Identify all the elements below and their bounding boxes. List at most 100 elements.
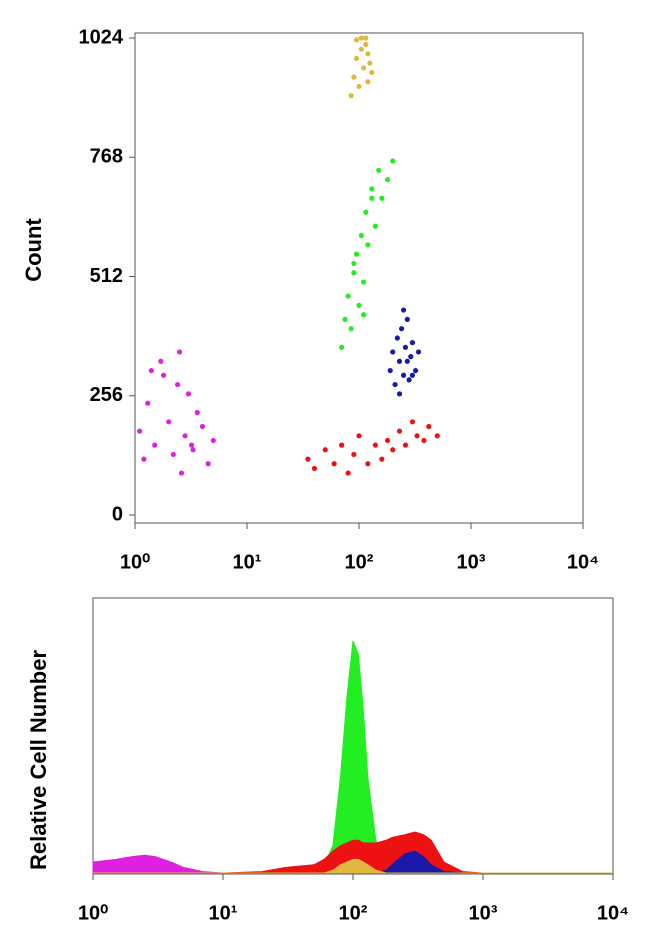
dot — [188, 442, 195, 448]
x-tick-label: 10⁴ — [597, 902, 629, 924]
dot — [409, 419, 416, 425]
dot — [361, 279, 367, 285]
dot — [174, 381, 181, 388]
dot — [311, 465, 318, 472]
dot — [342, 316, 348, 322]
dot — [348, 93, 354, 99]
dot — [396, 391, 403, 397]
dot — [345, 470, 351, 476]
y-tick-label: 512 — [90, 265, 123, 287]
dot — [356, 302, 362, 308]
dot — [365, 461, 371, 467]
dot — [369, 195, 375, 201]
dot — [358, 232, 364, 239]
dot — [412, 367, 419, 374]
dot — [158, 358, 164, 364]
dot — [387, 367, 393, 374]
dot — [363, 35, 369, 41]
dot — [372, 223, 378, 229]
x-tick-label: 10² — [339, 902, 368, 924]
dot — [392, 381, 398, 388]
dot — [379, 456, 385, 462]
dot — [199, 423, 206, 430]
dot — [400, 372, 407, 378]
x-tick-label: 10³ — [469, 902, 498, 924]
dot — [351, 74, 357, 80]
dot — [176, 349, 183, 355]
dot — [365, 51, 371, 57]
dot — [353, 37, 360, 43]
dot — [351, 270, 357, 276]
dot — [166, 419, 172, 425]
dot — [358, 35, 364, 41]
dot — [339, 442, 345, 448]
dot — [400, 307, 407, 313]
dot — [409, 372, 416, 378]
dot — [365, 242, 371, 248]
dot — [361, 65, 367, 71]
dot — [137, 428, 143, 434]
dot — [348, 326, 354, 332]
dot — [305, 456, 311, 462]
dot — [390, 158, 396, 164]
x-tick-label: 10⁰ — [78, 902, 108, 924]
dot — [376, 167, 382, 173]
dot — [379, 195, 385, 201]
area — [93, 858, 613, 874]
dot — [390, 447, 396, 453]
dot — [365, 79, 371, 85]
dot — [369, 186, 375, 192]
dot — [339, 344, 345, 350]
dot — [363, 41, 369, 48]
plot-frame — [134, 32, 584, 524]
dot — [194, 409, 200, 416]
dot — [353, 251, 360, 257]
y-tick-label: 1024 — [79, 26, 124, 48]
dot — [372, 442, 378, 448]
dot — [178, 470, 185, 476]
dot — [404, 316, 410, 322]
dot — [408, 354, 414, 360]
x-tick-label: 10³ — [457, 551, 486, 573]
dot — [205, 461, 211, 467]
dot — [384, 437, 391, 444]
dot — [384, 177, 391, 183]
x-tick-label: 10⁴ — [567, 551, 599, 573]
dot — [356, 83, 362, 90]
dot — [406, 377, 412, 383]
y-tick-label: 0 — [112, 503, 123, 525]
dot — [363, 209, 369, 215]
y-tick-label: 256 — [90, 384, 123, 406]
dot — [369, 69, 375, 76]
y-axis-label: Relative Cell Number — [26, 650, 51, 871]
dot — [331, 461, 337, 467]
y-tick-label: 768 — [90, 146, 123, 168]
x-tick-label: 10² — [345, 551, 374, 573]
dot — [404, 358, 410, 364]
dot — [390, 349, 396, 355]
x-tick-label: 10¹ — [233, 551, 262, 573]
dot — [361, 312, 367, 318]
dot — [351, 260, 357, 267]
dot — [345, 293, 351, 299]
dot — [148, 367, 154, 374]
dot — [394, 335, 400, 341]
dot — [415, 349, 422, 355]
area — [93, 640, 613, 874]
dot — [185, 391, 192, 397]
dot — [367, 60, 373, 66]
dot — [145, 400, 151, 406]
dot — [398, 326, 405, 332]
dot — [182, 433, 188, 439]
dot — [160, 372, 167, 378]
dot — [322, 447, 328, 453]
dot — [141, 456, 147, 462]
dot — [414, 433, 420, 439]
dot — [396, 358, 403, 364]
dot — [426, 423, 432, 430]
dot — [356, 433, 362, 439]
dot — [353, 55, 360, 62]
dot — [402, 442, 409, 448]
dot — [396, 428, 403, 434]
